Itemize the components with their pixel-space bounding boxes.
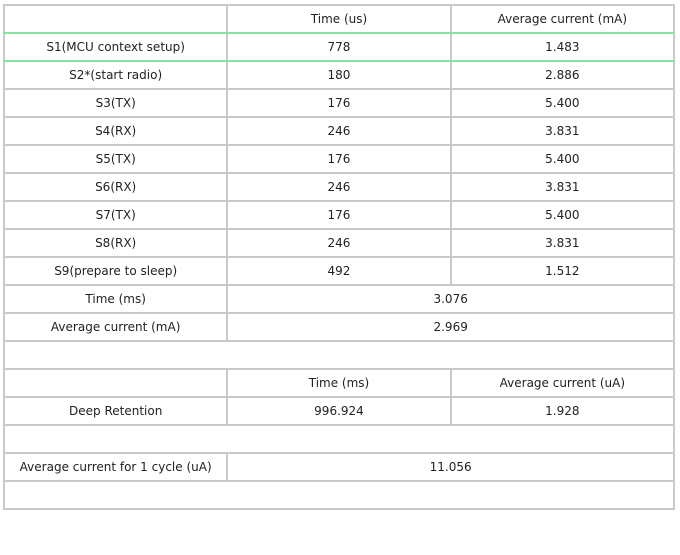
cycle-value: 11.056 (226, 452, 675, 482)
retention-header-empty (2, 368, 229, 398)
row-label: S7(TX) (2, 200, 229, 230)
spacer-cell (3, 424, 675, 454)
row-label: S9(prepare to sleep) (2, 256, 229, 286)
row-time: 246 (226, 228, 452, 258)
row-label: S3(TX) (2, 88, 229, 118)
spacer-row (3, 480, 675, 510)
row-time: 778 (226, 32, 452, 62)
row-current: 5.400 (449, 88, 676, 118)
header-time-us: Time (us) (226, 4, 452, 34)
spacer-cell (3, 340, 675, 370)
summary-time-label: Time (ms) (2, 284, 229, 314)
row-label: S2*(start radio) (2, 60, 229, 90)
row-current: 1.483 (449, 32, 676, 62)
header-cell-empty (2, 4, 229, 34)
row-current: 3.831 (449, 228, 676, 258)
table-row: S6(RX) 246 3.831 (2, 172, 676, 202)
retention-header-time-ms: Time (ms) (226, 368, 452, 398)
table-row: S3(TX) 176 5.400 (2, 88, 676, 118)
row-current: 5.400 (449, 144, 676, 174)
row-current: 1.512 (449, 256, 676, 286)
spacer-row (3, 424, 675, 454)
row-time: 246 (226, 172, 452, 202)
table-row: S1(MCU context setup) 778 1.483 (2, 32, 676, 62)
table-row: S8(RX) 246 3.831 (2, 228, 676, 258)
summary-average-label: Average current (mA) (2, 312, 229, 342)
row-label: S4(RX) (2, 116, 229, 146)
row-time: 176 (226, 144, 452, 174)
retention-time: 996.924 (226, 396, 452, 426)
summary-average-value: 2.969 (226, 312, 675, 342)
spacer-row (3, 340, 675, 370)
table-row: S9(prepare to sleep) 492 1.512 (2, 256, 676, 286)
retention-label: Deep Retention (2, 396, 229, 426)
retention-header-row: Time (ms) Average current (uA) (2, 368, 676, 398)
row-time: 180 (226, 60, 452, 90)
table-row: S5(TX) 176 5.400 (2, 144, 676, 174)
row-current: 5.400 (449, 200, 676, 230)
row-label: S8(RX) (2, 228, 229, 258)
header-average-current-ma: Average current (mA) (449, 4, 676, 34)
row-current: 3.831 (449, 116, 676, 146)
header-row: Time (us) Average current (mA) (2, 4, 676, 34)
table-row: S4(RX) 246 3.831 (2, 116, 676, 146)
summary-time-value: 3.076 (226, 284, 675, 314)
cycle-label: Average current for 1 cycle (uA) (2, 452, 229, 482)
power-consumption-table: Time (us) Average current (mA) S1(MCU co… (2, 4, 676, 510)
retention-header-average-current-ua: Average current (uA) (449, 368, 676, 398)
row-label: S1(MCU context setup) (2, 32, 229, 62)
spacer-cell (3, 480, 675, 510)
summary-average-row: Average current (mA) 2.969 (2, 312, 675, 342)
row-label: S5(TX) (2, 144, 229, 174)
summary-time-row: Time (ms) 3.076 (2, 284, 675, 314)
row-time: 246 (226, 116, 452, 146)
row-label: S6(RX) (2, 172, 229, 202)
table-row: S2*(start radio) 180 2.886 (2, 60, 676, 90)
cycle-row: Average current for 1 cycle (uA) 11.056 (2, 452, 675, 482)
retention-row: Deep Retention 996.924 1.928 (2, 396, 676, 426)
row-current: 3.831 (449, 172, 676, 202)
row-time: 176 (226, 200, 452, 230)
table-row: S7(TX) 176 5.400 (2, 200, 676, 230)
row-time: 176 (226, 88, 452, 118)
row-time: 492 (226, 256, 452, 286)
retention-current: 1.928 (449, 396, 676, 426)
row-current: 2.886 (449, 60, 676, 90)
